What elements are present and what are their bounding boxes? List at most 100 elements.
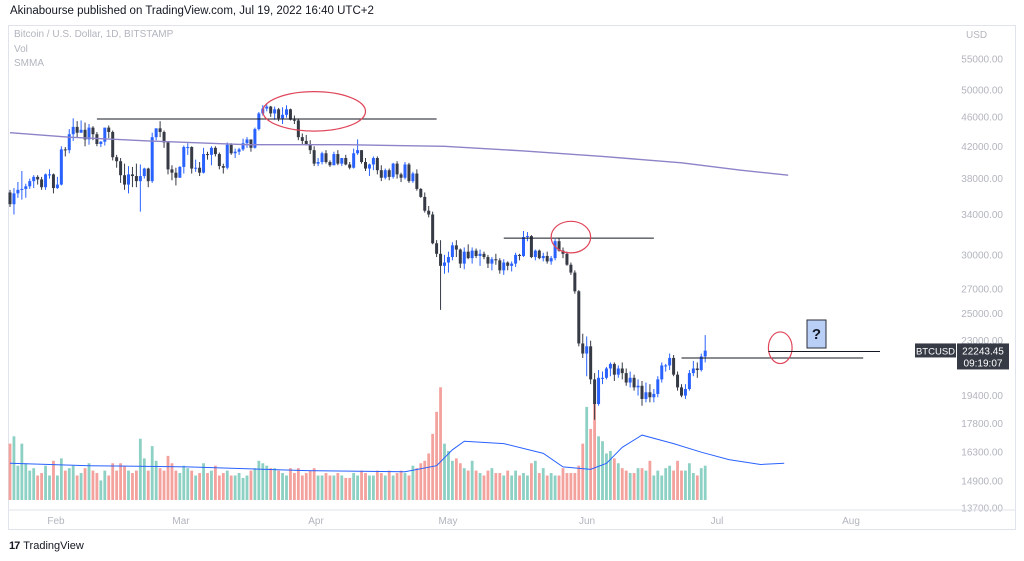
question-annotation-text: ? xyxy=(812,326,821,343)
volume-bar xyxy=(593,399,596,500)
volume-bar xyxy=(620,468,624,500)
volume-bar xyxy=(399,470,403,500)
candle-body xyxy=(115,157,119,162)
countdown-label: 09:19:07 xyxy=(964,358,1003,369)
volume-bar xyxy=(656,470,660,500)
volume-bar xyxy=(214,465,217,500)
candle-body xyxy=(83,129,87,140)
volume-bar xyxy=(466,470,470,500)
volume-bar xyxy=(348,477,352,500)
candle-body xyxy=(127,174,130,185)
candle-body xyxy=(277,109,281,119)
volume-bar xyxy=(478,473,482,500)
volume-bar xyxy=(158,468,162,500)
volume-bar xyxy=(660,475,664,500)
candle-body xyxy=(545,255,549,262)
candle-body xyxy=(146,168,150,182)
candle-body xyxy=(529,236,533,258)
candle-body xyxy=(395,163,399,175)
x-tick-label: Aug xyxy=(842,516,860,527)
volume-bar xyxy=(360,470,363,500)
volume-bar xyxy=(170,463,174,500)
candle-body xyxy=(221,166,225,168)
volume-bar xyxy=(624,470,628,500)
candle-body xyxy=(387,170,391,177)
candle-body xyxy=(206,154,209,156)
volume-bar xyxy=(206,473,209,500)
volume-bar xyxy=(553,475,557,500)
candle-body xyxy=(482,253,486,258)
y-tick-label: 19400.00 xyxy=(961,391,1003,402)
candle-body xyxy=(269,106,273,114)
volume-bar xyxy=(640,468,644,500)
volume-bar xyxy=(324,473,328,500)
volume-bar xyxy=(221,473,225,500)
volume-bar xyxy=(71,465,75,500)
candle-body xyxy=(644,392,648,399)
candle-body xyxy=(439,253,443,266)
volume-bar xyxy=(40,473,43,500)
candle-body xyxy=(150,137,154,182)
candle-body xyxy=(170,169,174,173)
candle-body xyxy=(119,161,123,176)
candle-body xyxy=(316,162,320,164)
y-tick-label: 13700.00 xyxy=(961,503,1003,514)
ticker-label-box xyxy=(915,343,956,358)
volume-bar xyxy=(281,473,284,500)
candle-body xyxy=(138,176,142,182)
candle-body xyxy=(241,143,245,150)
candle-body xyxy=(664,365,668,367)
volume-bar xyxy=(328,475,332,500)
candle-body xyxy=(32,176,36,182)
volume-bar xyxy=(407,475,411,500)
volume-bar xyxy=(48,475,51,500)
volume-bar xyxy=(490,468,494,500)
volume-bar xyxy=(577,465,581,500)
volume-bar xyxy=(462,468,466,500)
candle-body xyxy=(237,149,241,152)
candle-body xyxy=(612,363,616,375)
volume-bar xyxy=(75,475,79,500)
candle-body xyxy=(217,154,221,167)
volume-bar xyxy=(549,473,553,500)
volume-bar xyxy=(340,475,344,500)
candle-body xyxy=(427,210,431,215)
candle-body xyxy=(134,176,138,182)
candle-body xyxy=(36,176,40,180)
y-tick-label: 38000.00 xyxy=(961,174,1003,185)
volume-bar xyxy=(190,470,194,500)
volume-bar xyxy=(273,468,277,500)
candle-body xyxy=(490,259,494,264)
candle-body xyxy=(518,254,522,256)
candle-body xyxy=(296,120,300,138)
candle-body xyxy=(174,172,178,178)
volume-bar xyxy=(415,468,419,500)
candle-body xyxy=(229,144,233,154)
volume-bar xyxy=(277,470,280,500)
candle-body xyxy=(87,127,91,140)
volume-bar xyxy=(514,470,517,500)
candle-body xyxy=(691,368,695,374)
volume-bar xyxy=(138,438,142,500)
candle-body xyxy=(367,164,371,169)
footer-brand: 17 TradingView xyxy=(9,540,84,552)
candle-body xyxy=(668,357,672,366)
candle-body xyxy=(344,158,348,165)
x-tick-label: May xyxy=(439,516,458,527)
candle-body xyxy=(59,149,63,185)
x-tick-label: Jun xyxy=(579,516,595,527)
volume-bar xyxy=(99,480,103,500)
candle-body xyxy=(71,126,75,135)
candle-body xyxy=(348,164,352,168)
candle-body xyxy=(51,174,55,189)
candle-body xyxy=(411,173,415,182)
candle-body xyxy=(553,241,557,259)
candle-body xyxy=(257,113,261,130)
candle-body xyxy=(103,127,107,142)
candle-body xyxy=(324,153,328,163)
candle-body xyxy=(300,137,304,141)
volume-bar xyxy=(91,470,95,500)
candle-body xyxy=(281,114,285,119)
y-tick-label: 30000.00 xyxy=(961,250,1003,261)
